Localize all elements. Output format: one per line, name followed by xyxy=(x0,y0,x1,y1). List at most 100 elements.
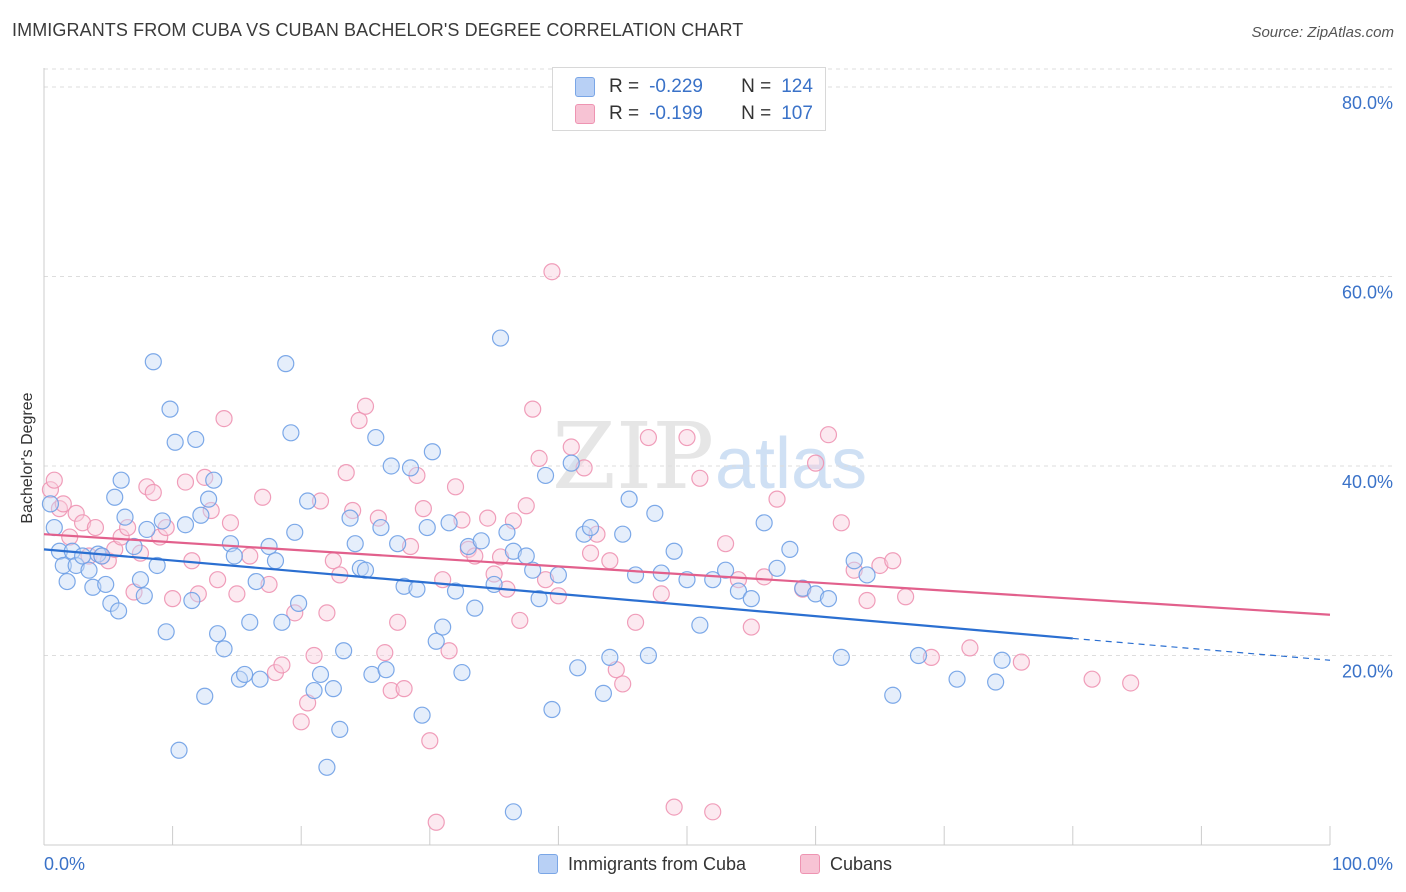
cuba-immigrants-point xyxy=(372,518,390,537)
cuba-immigrants-point xyxy=(466,599,484,617)
cubans-point xyxy=(652,585,670,603)
cuba-immigrants-point xyxy=(299,492,317,510)
legend-swatch-pink xyxy=(575,104,595,124)
cuba-immigrants-point xyxy=(331,720,349,738)
cuba-immigrants-point xyxy=(884,686,902,704)
cuba-immigrants-point xyxy=(93,547,111,565)
cuba-immigrants-point xyxy=(626,566,645,584)
cuba-immigrants-point xyxy=(440,514,458,532)
cuba-immigrants-points xyxy=(41,329,1011,821)
cubans-point xyxy=(318,604,336,622)
cuba-immigrants-point xyxy=(453,663,471,682)
cubans-point xyxy=(755,568,773,586)
cuba-immigrants-point xyxy=(781,540,799,558)
cubans-point xyxy=(884,552,902,570)
cubans-point xyxy=(768,490,786,508)
cuba-immigrants-point xyxy=(176,516,195,534)
stats-legend: R = -0.229 N = 124 R = -0.199 N = 107 xyxy=(552,67,826,131)
cuba-immigrants-point xyxy=(73,547,92,565)
cubans-point xyxy=(806,454,825,472)
bottom-legend-cubans: Cubans xyxy=(800,852,892,876)
cuba-immigrants-point xyxy=(755,514,773,532)
cuba-immigrants-point xyxy=(148,556,166,575)
cubans-point xyxy=(440,642,458,660)
cuba-immigrants-point xyxy=(614,525,632,543)
legend-swatch-blue xyxy=(575,77,595,97)
cubans-point xyxy=(73,514,92,532)
cuba-immigrants-point xyxy=(993,651,1011,669)
cuba-immigrants-point xyxy=(236,665,254,684)
cubans-trendline xyxy=(43,533,1331,616)
legend-row-cuba: R = -0.229 N = 124 xyxy=(575,75,813,99)
cuba-immigrants-point xyxy=(909,646,928,665)
cuba-immigrants-point xyxy=(318,758,336,776)
cuba-immigrants-point xyxy=(434,618,452,636)
cuba-immigrants-point xyxy=(987,673,1005,691)
cuba-immigrants-trendline xyxy=(43,548,1073,640)
cubans-point xyxy=(524,400,542,418)
cuba-immigrants-point xyxy=(716,561,735,579)
cuba-immigrants-point xyxy=(138,520,156,539)
cuba-immigrants-point xyxy=(41,495,60,513)
cuba-immigrants-point xyxy=(266,552,285,570)
cubans-point xyxy=(575,459,593,477)
cubans-point xyxy=(1083,670,1101,688)
cubans-point xyxy=(54,495,72,513)
cuba-immigrants-point xyxy=(491,329,510,347)
cubans-point xyxy=(453,511,471,529)
cubans-point xyxy=(626,613,645,631)
cuba-immigrants-point xyxy=(187,430,205,449)
cuba-immigrants-point xyxy=(84,578,102,596)
cuba-immigrants-point xyxy=(135,587,153,605)
cuba-immigrants-point xyxy=(408,580,426,598)
cuba-immigrants-point xyxy=(845,552,863,570)
cubans-point xyxy=(67,504,85,522)
cubans-point xyxy=(581,544,600,562)
cuba-immigrants-point xyxy=(97,575,115,594)
cubans-point xyxy=(260,575,278,594)
cuba-immigrants-point xyxy=(575,525,593,543)
cuba-immigrants-point xyxy=(247,572,265,591)
cubans-point xyxy=(273,656,291,674)
y-tick-label-80: 80.0% xyxy=(1342,93,1393,113)
cuba-immigrants-point xyxy=(504,542,522,560)
cuba-immigrants-point xyxy=(192,506,210,524)
cuba-immigrants-point xyxy=(742,590,760,608)
cubans-point xyxy=(228,585,246,603)
cuba-immigrants-point xyxy=(367,428,385,447)
bottom-legend-swatch-pink xyxy=(800,854,820,874)
cuba-immigrants-point xyxy=(241,613,259,631)
cuba-immigrants-point xyxy=(517,547,535,565)
cubans-point xyxy=(350,411,368,430)
cubans-point xyxy=(337,464,355,482)
cubans-point xyxy=(832,514,850,532)
legend-n-value: 107 xyxy=(781,103,813,124)
cuba-immigrants-point xyxy=(209,625,227,643)
cuba-immigrants-point xyxy=(116,508,134,526)
cubans-point xyxy=(324,552,342,570)
cuba-immigrants-point xyxy=(446,582,465,600)
cuba-immigrants-point xyxy=(273,613,291,631)
cubans-point xyxy=(1012,653,1030,671)
cubans-point xyxy=(530,449,548,467)
cubans-point xyxy=(858,591,876,610)
cuba-immigrants-point xyxy=(45,518,63,537)
cubans-point xyxy=(704,803,722,821)
cuba-immigrants-point xyxy=(948,670,966,688)
source-label: Source: ZipAtlas.com xyxy=(1251,24,1394,41)
cuba-immigrants-point xyxy=(646,504,664,522)
cuba-immigrants-point xyxy=(58,572,76,591)
cuba-immigrants-point xyxy=(305,681,323,700)
cubans-point xyxy=(254,488,272,506)
cubans-point xyxy=(961,639,979,657)
cubans-point xyxy=(511,611,529,630)
legend-n-label: N = xyxy=(741,76,772,97)
cubans-point xyxy=(45,471,63,489)
legend-r-label: R = xyxy=(609,103,640,124)
cubans-point xyxy=(215,409,233,428)
cuba-immigrants-point xyxy=(569,659,587,677)
cubans-point xyxy=(716,535,735,553)
x-tick-label-max: 100.0% xyxy=(1332,854,1393,874)
cuba-immigrants-point xyxy=(144,353,162,371)
